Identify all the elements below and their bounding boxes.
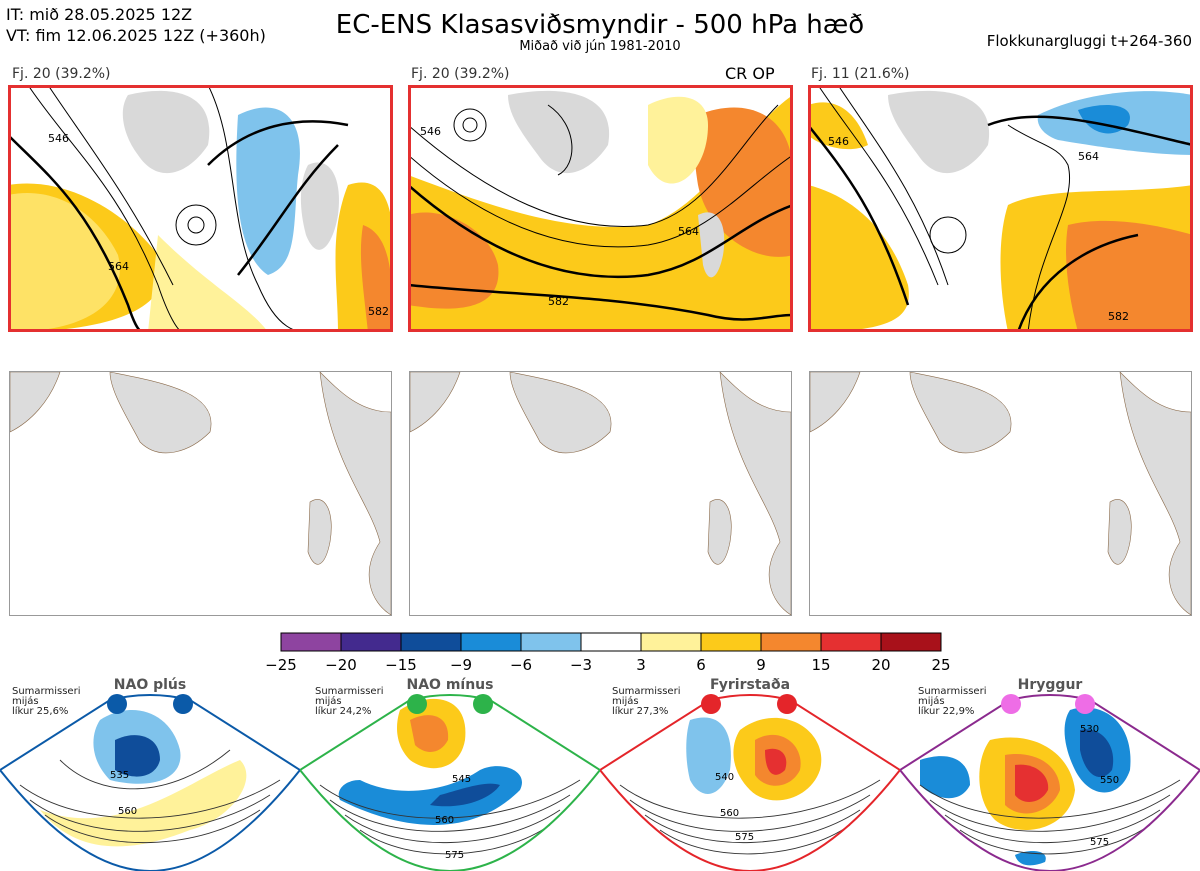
page-title: EC-ENS Klasasviðsmyndir - 500 hPa hæð <box>335 10 865 40</box>
base-map-3[interactable] <box>809 371 1192 616</box>
regime-marker-icon <box>407 694 427 714</box>
colorbar-cell <box>760 632 822 652</box>
colorbar-tick-label: −3 <box>569 656 593 674</box>
contour-label: 546 <box>828 135 849 148</box>
colorbar-tick-label: 25 <box>931 656 951 674</box>
colorbar-tick-label: 9 <box>756 656 766 674</box>
contour-label: 550 <box>1100 775 1119 786</box>
regime-marker-icon <box>173 694 193 714</box>
contour-label: 535 <box>110 770 129 781</box>
colorbar-tick-label: 6 <box>696 656 706 674</box>
regime-4-note: Sumarmisseri mijás líkur 22,9% <box>918 687 986 717</box>
colorbar-tick-label: 3 <box>636 656 646 674</box>
regime-map-4[interactable]: 530 550 575 <box>900 690 1200 871</box>
regime-map-3[interactable]: 540 560 575 <box>600 690 900 871</box>
contour-label: 575 <box>445 850 464 861</box>
contour-label: 546 <box>420 125 441 138</box>
colorbar-tick-label: 15 <box>811 656 831 674</box>
regime-marker-icon <box>107 694 127 714</box>
colorbar-cell <box>580 632 642 652</box>
contour-label: 530 <box>1080 724 1099 735</box>
valid-time: VT: fim 12.06.2025 12Z (+360h) <box>6 26 266 45</box>
regime-probability: líkur 22,9% <box>918 706 975 717</box>
regime-map-1[interactable]: 535 560 <box>0 690 300 871</box>
cluster-2-label: Fj. 20 (39.2%) <box>411 66 510 82</box>
cluster-3-label: Fj. 11 (21.6%) <box>811 66 910 82</box>
init-time: IT: mið 28.05.2025 12Z <box>6 5 193 24</box>
cluster-map-1[interactable]: 546 564 582 <box>8 85 393 332</box>
contour-label: 540 <box>715 772 734 783</box>
regime-note-line: Sumarmisseri <box>612 686 681 697</box>
regime-map-2[interactable]: 545 560 575 <box>300 690 600 871</box>
base-map-2[interactable] <box>409 371 792 616</box>
cluster-map-3[interactable]: 546 564 582 <box>808 85 1193 332</box>
regime-marker-icon <box>701 694 721 714</box>
regime-note-line: mijás <box>918 696 945 707</box>
init-valid-times: IT: mið 28.05.2025 12Z VT: fim 12.06.202… <box>6 4 266 46</box>
regime-3-note: Sumarmisseri mijás líkur 27,3% <box>612 687 680 717</box>
colorbar-cell <box>820 632 882 652</box>
colorbar-tick-label: 20 <box>871 656 891 674</box>
contour-label: 560 <box>118 806 137 817</box>
regime-4-name: Hryggur <box>1017 677 1083 693</box>
contour-label: 564 <box>108 260 129 273</box>
regime-3-name: Fyrirstaða <box>709 677 791 693</box>
contour-label: 582 <box>368 305 389 318</box>
regime-marker-icon <box>473 694 493 714</box>
page-subtitle: Miðað við jún 1981-2010 <box>519 39 681 54</box>
regime-note-line: Sumarmisseri <box>918 686 987 697</box>
regime-probability: líkur 25,6% <box>12 706 69 717</box>
contour-label: 560 <box>435 815 454 826</box>
colorbar-cell <box>460 632 522 652</box>
contour-label: 575 <box>735 832 754 843</box>
regime-probability: líkur 27,3% <box>612 706 669 717</box>
contour-label: 564 <box>678 225 699 238</box>
contour-label: 546 <box>48 132 69 145</box>
regime-marker-icon <box>1075 694 1095 714</box>
cluster-frame-3 <box>808 85 1193 332</box>
colorbar-tick-label: −6 <box>509 656 533 674</box>
regime-note-line: mijás <box>612 696 639 707</box>
colorbar-tick-label: −9 <box>449 656 473 674</box>
regime-probability: líkur 24,2% <box>315 706 372 717</box>
contour-label: 582 <box>548 295 569 308</box>
regime-note-line: Sumarmisseri <box>315 686 384 697</box>
regime-1-name: NAO plús <box>113 677 187 693</box>
regime-note-line: mijás <box>12 696 39 707</box>
colorbar-tick-label: −20 <box>325 656 357 674</box>
regime-note-line: mijás <box>315 696 342 707</box>
classification-window: Flokkunargluggi t+264-360 <box>986 32 1192 50</box>
colorbar-cell <box>700 632 762 652</box>
colorbar <box>280 632 942 652</box>
cluster-map-2[interactable]: 546 564 582 <box>408 85 793 332</box>
contour-label: 545 <box>452 774 471 785</box>
cluster-frame-1 <box>8 85 393 332</box>
regime-2-note: Sumarmisseri mijás líkur 24,2% <box>315 687 383 717</box>
colorbar-cell <box>280 632 342 652</box>
colorbar-cell <box>340 632 402 652</box>
regime-note-line: Sumarmisseri <box>12 686 81 697</box>
regime-2-name: NAO mínus <box>406 677 494 693</box>
cluster-frame-2 <box>408 85 793 332</box>
colorbar-tick-label: −25 <box>265 656 297 674</box>
cluster-1-label: Fj. 20 (39.2%) <box>12 66 111 82</box>
colorbar-cell <box>400 632 462 652</box>
base-map-1[interactable] <box>9 371 392 616</box>
colorbar-tick-label: −15 <box>385 656 417 674</box>
regime-marker-icon <box>1001 694 1021 714</box>
colorbar-cell <box>520 632 582 652</box>
contour-label: 564 <box>1078 150 1099 163</box>
colorbar-cell <box>880 632 942 652</box>
regime-marker-icon <box>777 694 797 714</box>
contour-label: 575 <box>1090 837 1109 848</box>
regime-1-note: Sumarmisseri mijás líkur 25,6% <box>12 687 80 717</box>
contour-label: 582 <box>1108 310 1129 323</box>
cluster-2-tag: CR OP <box>725 64 775 83</box>
contour-label: 560 <box>720 808 739 819</box>
colorbar-cell <box>640 632 702 652</box>
